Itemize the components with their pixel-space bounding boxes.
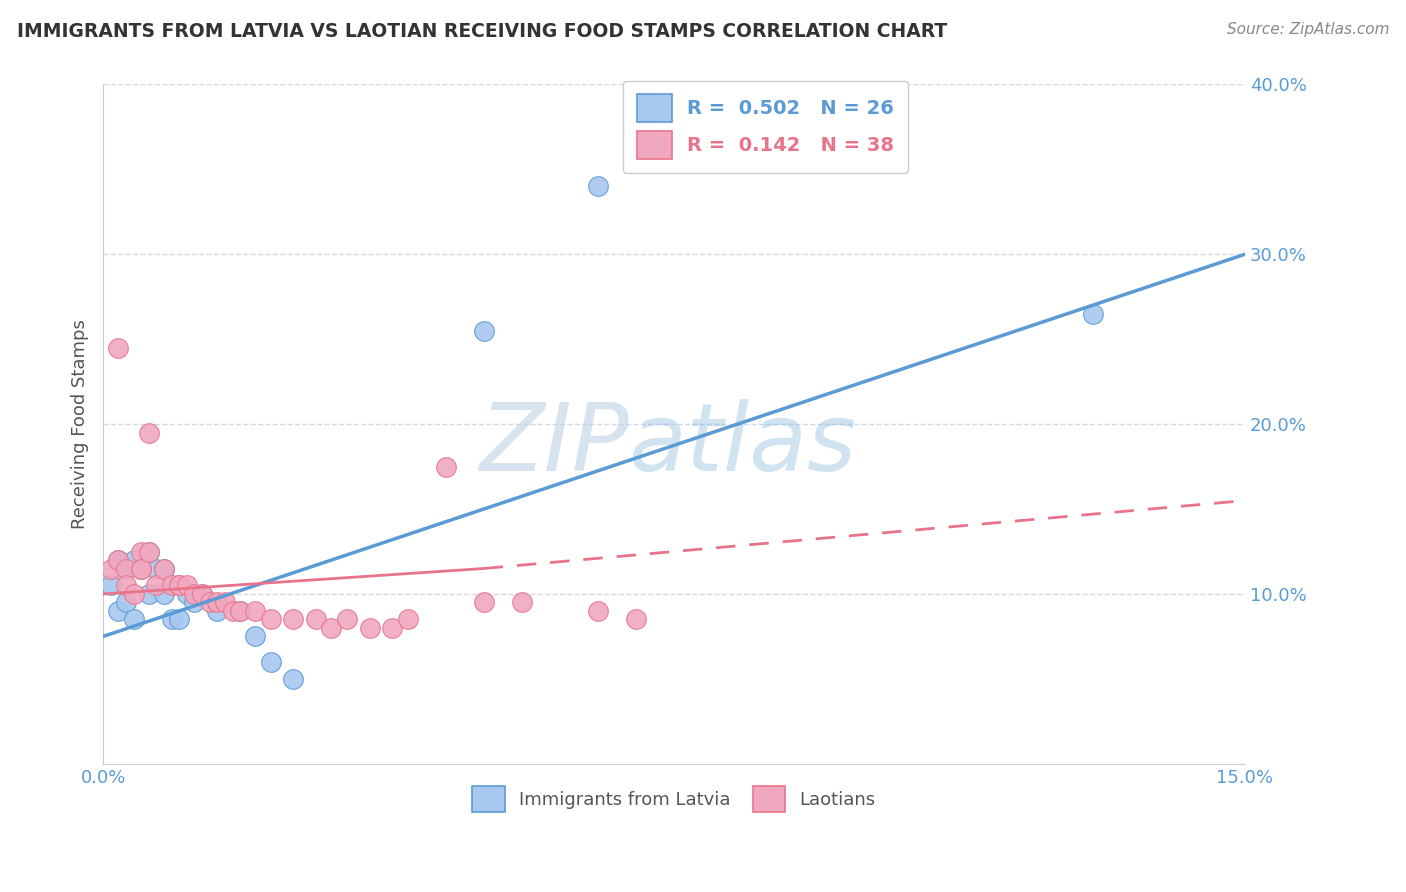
Point	[359, 621, 381, 635]
Point	[115, 561, 138, 575]
Point	[138, 544, 160, 558]
Point	[167, 578, 190, 592]
Point	[198, 595, 221, 609]
Point	[472, 595, 495, 609]
Point	[122, 587, 145, 601]
Point	[259, 655, 281, 669]
Point	[207, 595, 229, 609]
Point	[336, 612, 359, 626]
Point	[586, 604, 609, 618]
Point	[624, 612, 647, 626]
Point	[115, 561, 138, 575]
Point	[229, 604, 252, 618]
Point	[1081, 307, 1104, 321]
Point	[107, 553, 129, 567]
Text: atlas: atlas	[628, 399, 856, 490]
Point	[115, 578, 138, 592]
Point	[229, 604, 252, 618]
Point	[107, 553, 129, 567]
Point	[160, 578, 183, 592]
Y-axis label: Receiving Food Stamps: Receiving Food Stamps	[72, 319, 89, 529]
Point	[145, 561, 167, 575]
Point	[176, 578, 198, 592]
Point	[305, 612, 328, 626]
Point	[138, 544, 160, 558]
Point	[122, 612, 145, 626]
Point	[183, 595, 205, 609]
Point	[153, 561, 176, 575]
Text: Source: ZipAtlas.com: Source: ZipAtlas.com	[1226, 22, 1389, 37]
Point	[472, 324, 495, 338]
Point	[153, 561, 176, 575]
Point	[100, 578, 122, 592]
Point	[207, 604, 229, 618]
Text: ZIP: ZIP	[478, 399, 628, 490]
Point	[129, 544, 152, 558]
Point	[221, 604, 243, 618]
Point	[396, 612, 419, 626]
Point	[586, 179, 609, 194]
Point	[176, 587, 198, 601]
Point	[122, 553, 145, 567]
Point	[129, 561, 152, 575]
Point	[129, 553, 152, 567]
Point	[107, 341, 129, 355]
Point	[138, 425, 160, 440]
Text: IMMIGRANTS FROM LATVIA VS LAOTIAN RECEIVING FOOD STAMPS CORRELATION CHART: IMMIGRANTS FROM LATVIA VS LAOTIAN RECEIV…	[17, 22, 948, 41]
Point	[167, 612, 190, 626]
Point	[153, 587, 176, 601]
Point	[381, 621, 404, 635]
Point	[183, 587, 205, 601]
Point	[434, 459, 457, 474]
Point	[259, 612, 281, 626]
Point	[321, 621, 343, 635]
Point	[145, 578, 167, 592]
Legend: Immigrants from Latvia, Laotians: Immigrants from Latvia, Laotians	[461, 775, 886, 822]
Point	[107, 604, 129, 618]
Point	[191, 587, 214, 601]
Point	[214, 595, 236, 609]
Point	[160, 612, 183, 626]
Point	[245, 604, 267, 618]
Point	[100, 561, 122, 575]
Point	[115, 595, 138, 609]
Point	[283, 612, 305, 626]
Point	[138, 587, 160, 601]
Point	[167, 578, 190, 592]
Point	[245, 629, 267, 643]
Point	[129, 561, 152, 575]
Point	[510, 595, 533, 609]
Point	[283, 672, 305, 686]
Point	[191, 587, 214, 601]
